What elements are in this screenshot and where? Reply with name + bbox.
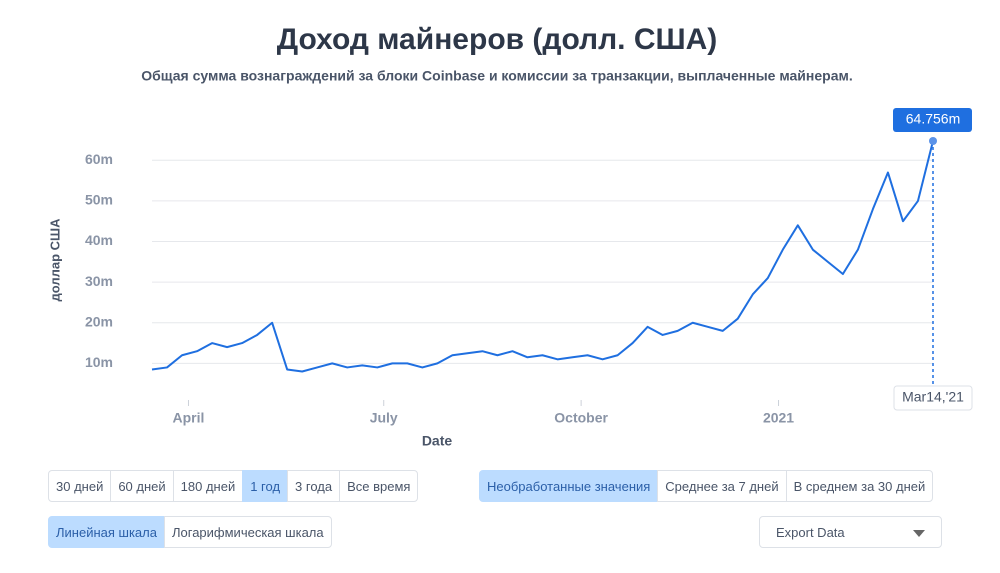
highlight-point [929, 136, 937, 145]
y-tick-label: 10m [85, 354, 113, 370]
range-button[interactable]: 60 дней [110, 470, 174, 502]
y-tick-label: 40m [85, 232, 113, 248]
x-tick-label: 2021 [763, 410, 794, 426]
value-tooltip [893, 108, 972, 132]
y-tick-label: 30m [85, 273, 113, 289]
date-tooltip-label: Mar14,'21 [902, 389, 964, 405]
data-line [151, 140, 934, 373]
x-tick-label: October [554, 410, 608, 426]
range-button[interactable]: 30 дней [48, 470, 112, 502]
date-tooltip [893, 385, 973, 411]
range-button[interactable]: 1 год [242, 470, 289, 502]
scale-button[interactable]: Логарифмическая шкала [163, 516, 332, 548]
x-tick-label: July [370, 410, 398, 426]
scale-group: Линейная шкала Логарифмическая шкала [48, 516, 332, 548]
smoothing-group: Необработанные значения Среднее за 7 дней… [479, 470, 934, 502]
y-tick-label: 50m [85, 192, 113, 208]
smoothing-button[interactable]: В среднем за 30 дней [785, 470, 934, 502]
range-group: 30 дней 60 дней 180 дней 1 год 3 года Все вре… [48, 470, 419, 502]
range-button[interactable]: Все время [339, 470, 419, 502]
y-tick-label: 20m [85, 313, 113, 329]
range-button[interactable]: 180 дней [172, 470, 244, 502]
scale-button[interactable]: Линейная шкала [48, 516, 165, 548]
range-button[interactable]: 3 года [287, 470, 341, 502]
x-tick-label: April [173, 410, 205, 426]
chart-subtitle: Общая сумма вознаграждений за блоки Coin… [141, 68, 852, 84]
y-tick-label: 60m [85, 151, 113, 167]
export-dropdown[interactable]: Export Data [759, 516, 942, 548]
value-tooltip-label: 64.756m [906, 111, 960, 127]
chart-title: Доход майнеров (долл. США) [277, 23, 718, 56]
x-axis-label: Date [422, 433, 453, 449]
smoothing-button[interactable]: Необработанные значения [479, 470, 659, 502]
y-axis-label: доллар США [47, 218, 62, 302]
smoothing-button[interactable]: Среднее за 7 дней [657, 470, 787, 502]
